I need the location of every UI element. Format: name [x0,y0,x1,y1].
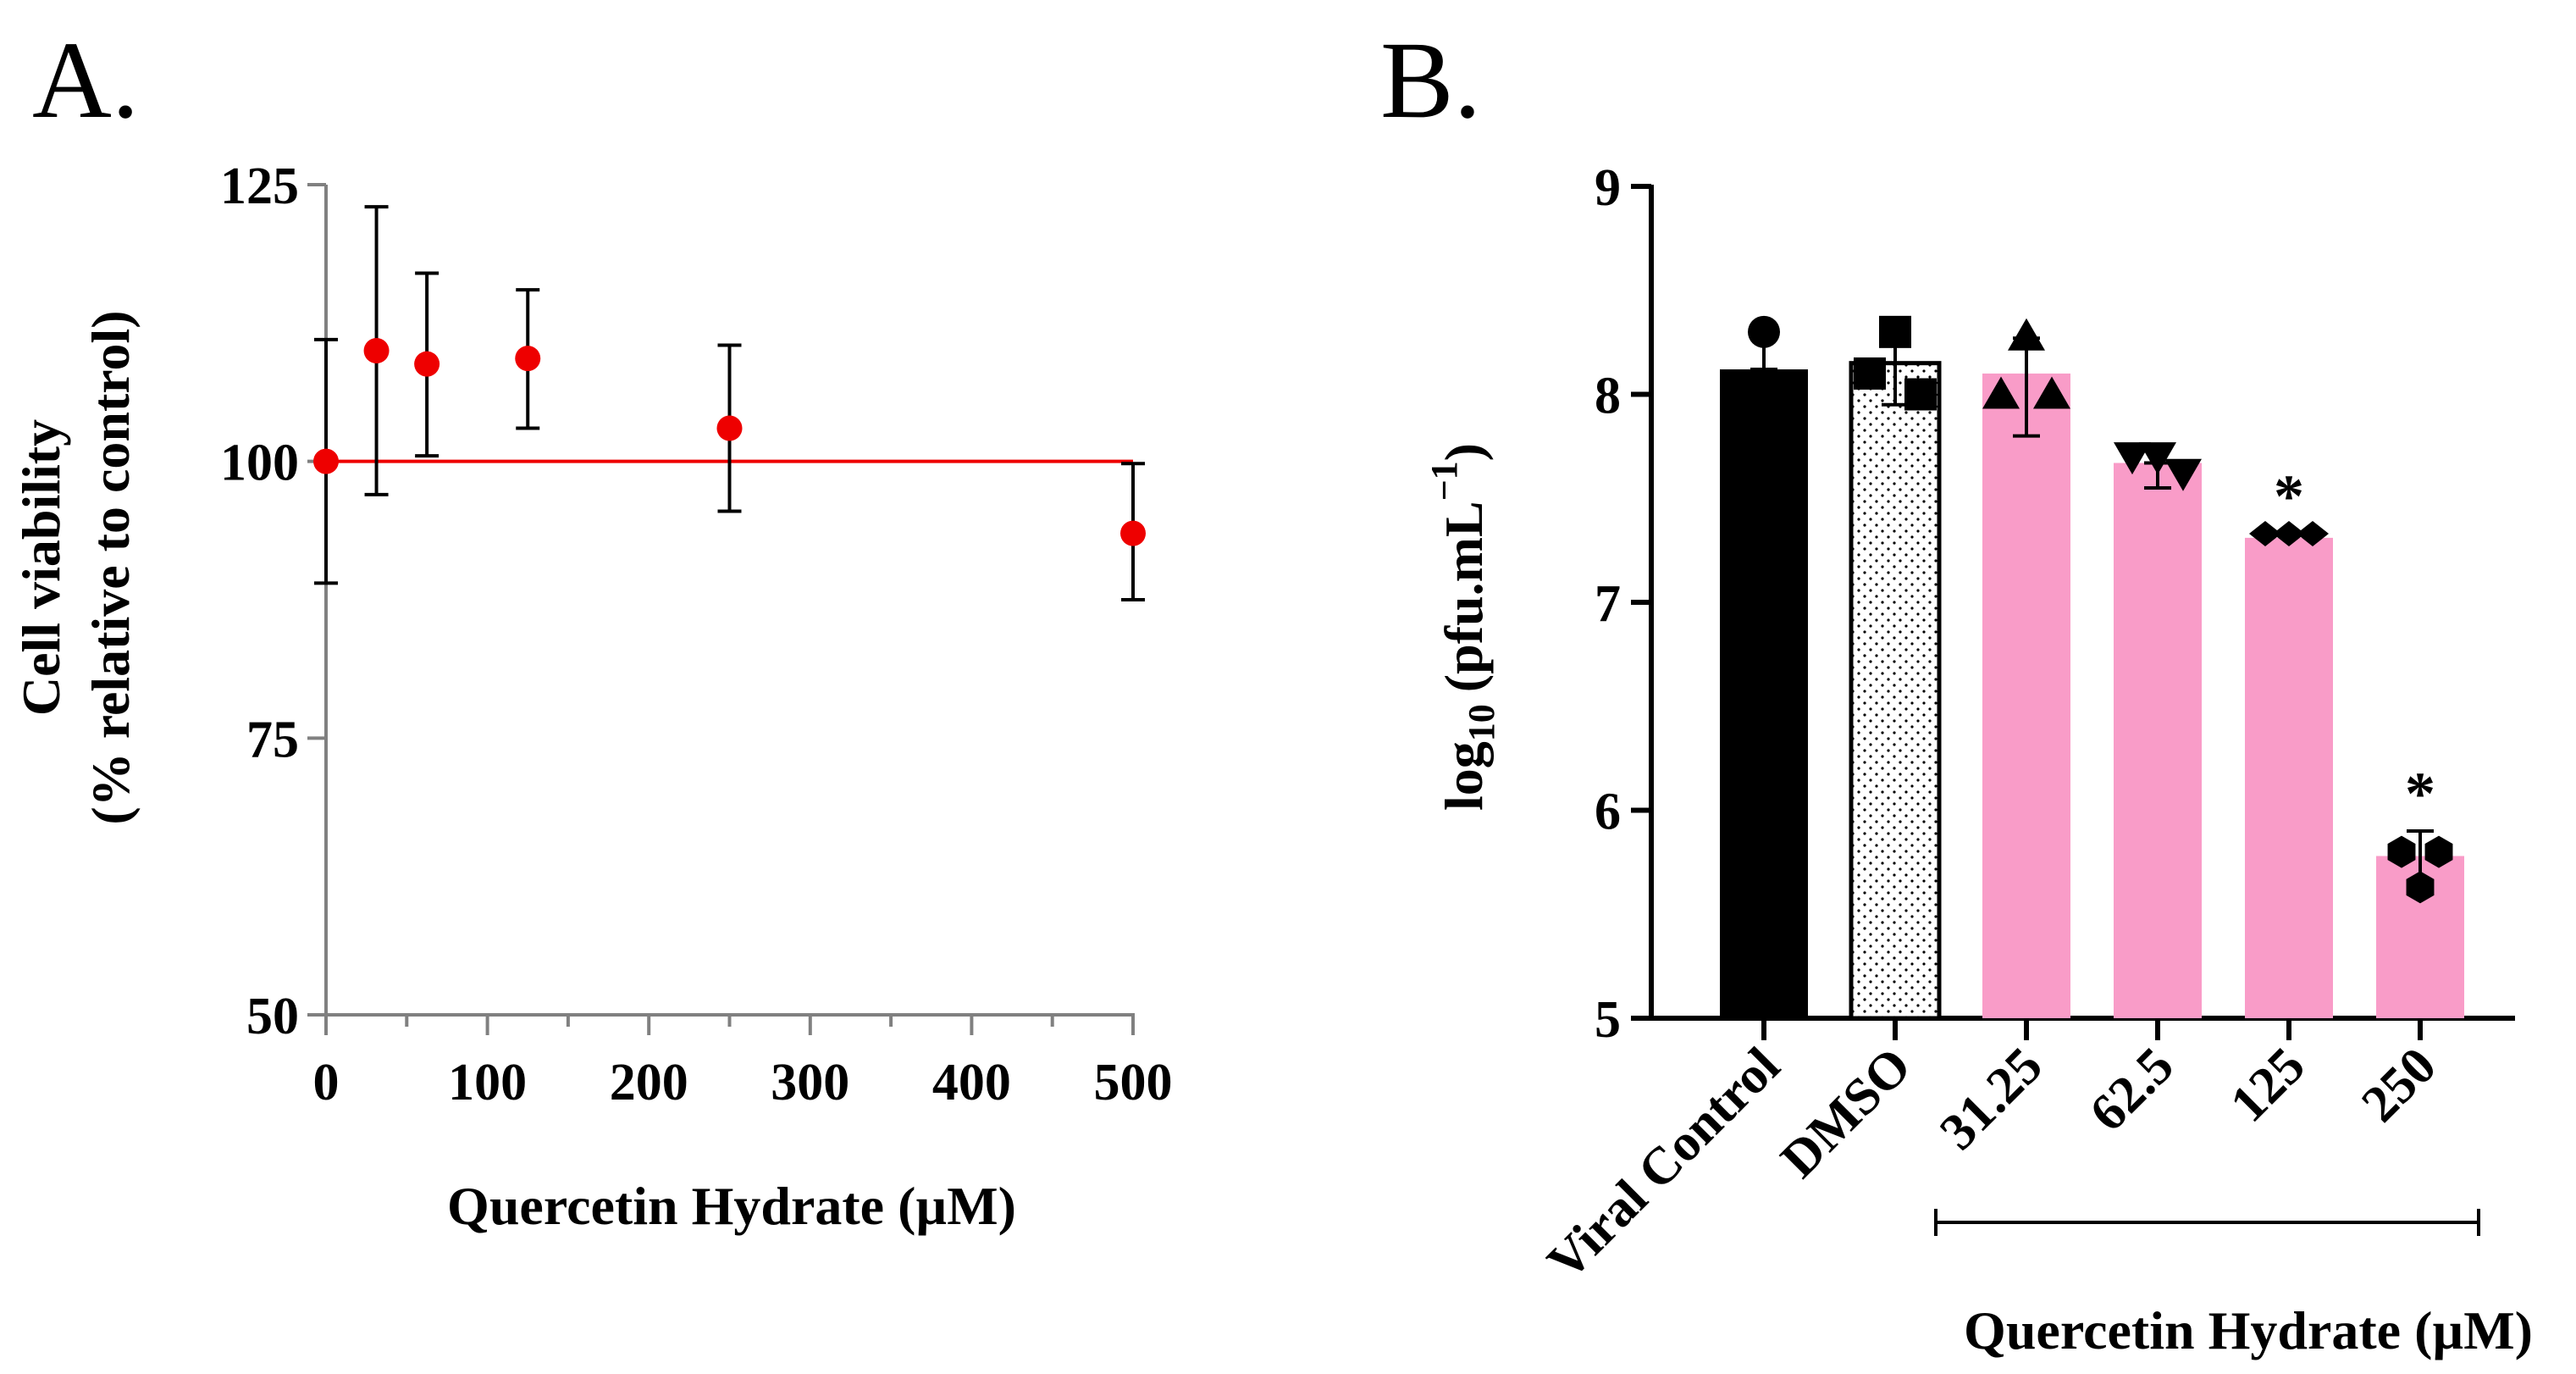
panel-b-replicate-marker [2249,520,2281,546]
panel-b-bar [1849,361,1942,1021]
panel-b-x-tick-label: 125 [2219,1037,2316,1133]
panel-b-replicate-marker [1982,376,2020,409]
panel-b-replicate-marker [1748,315,1780,348]
panel-b-replicate-marker [2114,442,2151,475]
panel-a-y-tick-label: 100 [220,435,299,492]
panel-b-y-tick-label: 7 [1595,575,1621,633]
panel-a-data-point [363,338,390,363]
panel-b-replicate-marker [1904,378,1937,411]
panel-a-label: A. [32,19,139,141]
panel-a-x-tick-label: 500 [1094,1054,1173,1111]
panel-b-bar [1982,373,2070,1018]
panel-b-replicate-marker [1854,357,1886,390]
panel-a-data-point [313,448,339,474]
panel-a-y-tick-label: 75 [246,711,299,768]
panel-a-data-point [716,415,743,441]
panel-a-xlabel: Quercetin Hydrate (µM) [447,1176,1016,1236]
panel-b-replicate-marker [2164,458,2202,491]
panel-b-label: B. [1380,19,1481,141]
panel-a-x-tick-label: 300 [771,1054,849,1111]
panel-b-significance-star: * [2405,760,2435,828]
panel-a-data-point [1120,520,1146,546]
panel-b-replicate-marker [2387,835,2416,868]
panel-b-y-tick-label: 9 [1595,159,1621,217]
panel-b-ylabel: log10 (pfu.mL−1) [1423,443,1502,811]
panel-a-ylabel-line2: (% relative to control) [80,310,141,824]
svg-text:log10(pfu.mL−1): log10 (pfu.mL−1) [1423,443,1502,811]
panel-b-bar [2245,537,2333,1018]
panel-b-replicate-marker [1879,315,1911,348]
panel-b-replicate-marker [2406,871,2435,904]
panel-b-x-tick-label: 62.5 [2079,1037,2185,1143]
panel-b-bar [1720,369,1808,1018]
panel-a-y-tick-label: 50 [246,988,299,1045]
panel-b-ylabel-log: log [1434,741,1494,811]
panel-b-replicate-marker [2424,835,2453,868]
panel-b-ylabel-close: ) [1434,443,1494,461]
panel-b-marks: ** [1720,315,2480,1236]
panel-a-axes: 50 75 100 125 0 100 200 300 400 500 [220,158,1173,1111]
panel-a-data-point [414,351,440,377]
panel-a-x-tick-label: 0 [313,1054,340,1111]
panel-b-y-tick-label: 6 [1595,784,1621,841]
panel-b-x-tick-label: DMSO [1770,1037,1922,1189]
panel-b-ylabel-sub: 10 [1461,704,1502,741]
panel-b-x-tick-label: 31.25 [1929,1037,2054,1161]
panel-b-y-tick-label: 8 [1595,368,1621,425]
panel-a-marks [313,205,1146,601]
panel-b-bar [2114,463,2202,1018]
panel-a-x-tick-label: 100 [448,1054,527,1111]
panel-a-x-tick-label: 400 [932,1054,1011,1111]
panel-b-replicate-marker [2273,520,2305,546]
panel-b-replicate-marker [2139,442,2176,475]
panel-b-significance-star: * [2274,463,2304,530]
panel-b-y-tick-label: 5 [1595,991,1621,1049]
panel-b-replicate-marker [2008,318,2045,351]
panel-b-x-tick-label: 250 [2351,1037,2447,1133]
panel-a-data-point [515,346,541,372]
panel-b-group-label: Quercetin Hydrate (µM) [1964,1300,2533,1360]
panel-b-replicate-marker [2297,520,2329,546]
panel-b-ylabel-rest: (pfu.mL [1434,501,1494,692]
panel-b-ylabel-sup: −1 [1423,461,1465,501]
panel-b-x-tick-label: Viral Control [1537,1037,1791,1291]
panel-b-replicate-marker [2033,376,2070,409]
panel-a-x-tick-label: 200 [610,1054,688,1111]
panel-a-chart: A. 50 75 100 125 0 100 200 300 400 500 Quercetin … [11,19,1173,1236]
panel-a-ylabel-line1: Cell viability [11,419,71,716]
panel-a-y-tick-label: 125 [220,158,299,215]
